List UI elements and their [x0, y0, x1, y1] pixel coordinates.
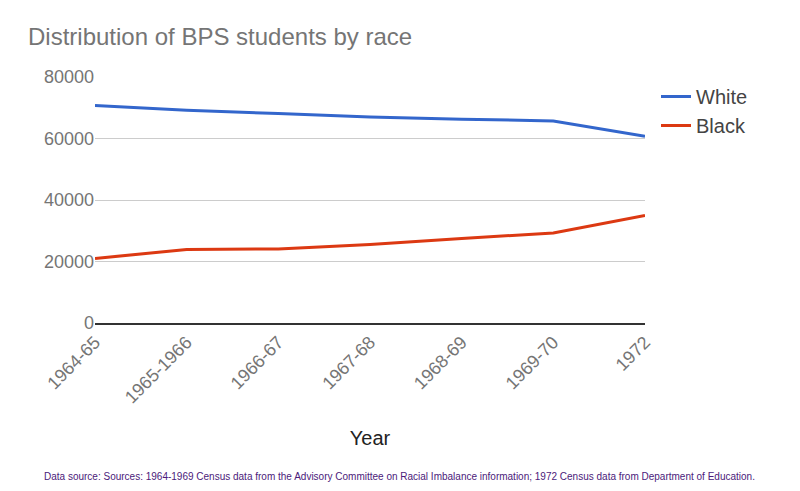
svg-text:1969-70: 1969-70: [502, 332, 563, 393]
svg-text:1966-67: 1966-67: [227, 332, 288, 393]
svg-text:Data source: Sources: 1964-196: Data source: Sources: 1964-1969 Census d…: [44, 471, 755, 482]
svg-text:1967-68: 1967-68: [318, 332, 379, 393]
svg-text:20000: 20000: [44, 252, 94, 272]
svg-text:80000: 80000: [44, 67, 94, 87]
svg-text:Distribution of BPS students b: Distribution of BPS students by race: [28, 23, 412, 50]
svg-text:Black: Black: [696, 115, 746, 137]
svg-text:60000: 60000: [44, 129, 94, 149]
svg-text:0: 0: [84, 313, 94, 333]
svg-text:1964-65: 1964-65: [43, 332, 104, 393]
svg-text:1965-1966: 1965-1966: [121, 332, 196, 407]
svg-text:White: White: [696, 86, 747, 108]
svg-text:40000: 40000: [44, 190, 94, 210]
svg-text:Year: Year: [350, 427, 391, 449]
svg-text:1968-69: 1968-69: [410, 332, 471, 393]
svg-text:1972: 1972: [612, 332, 654, 374]
